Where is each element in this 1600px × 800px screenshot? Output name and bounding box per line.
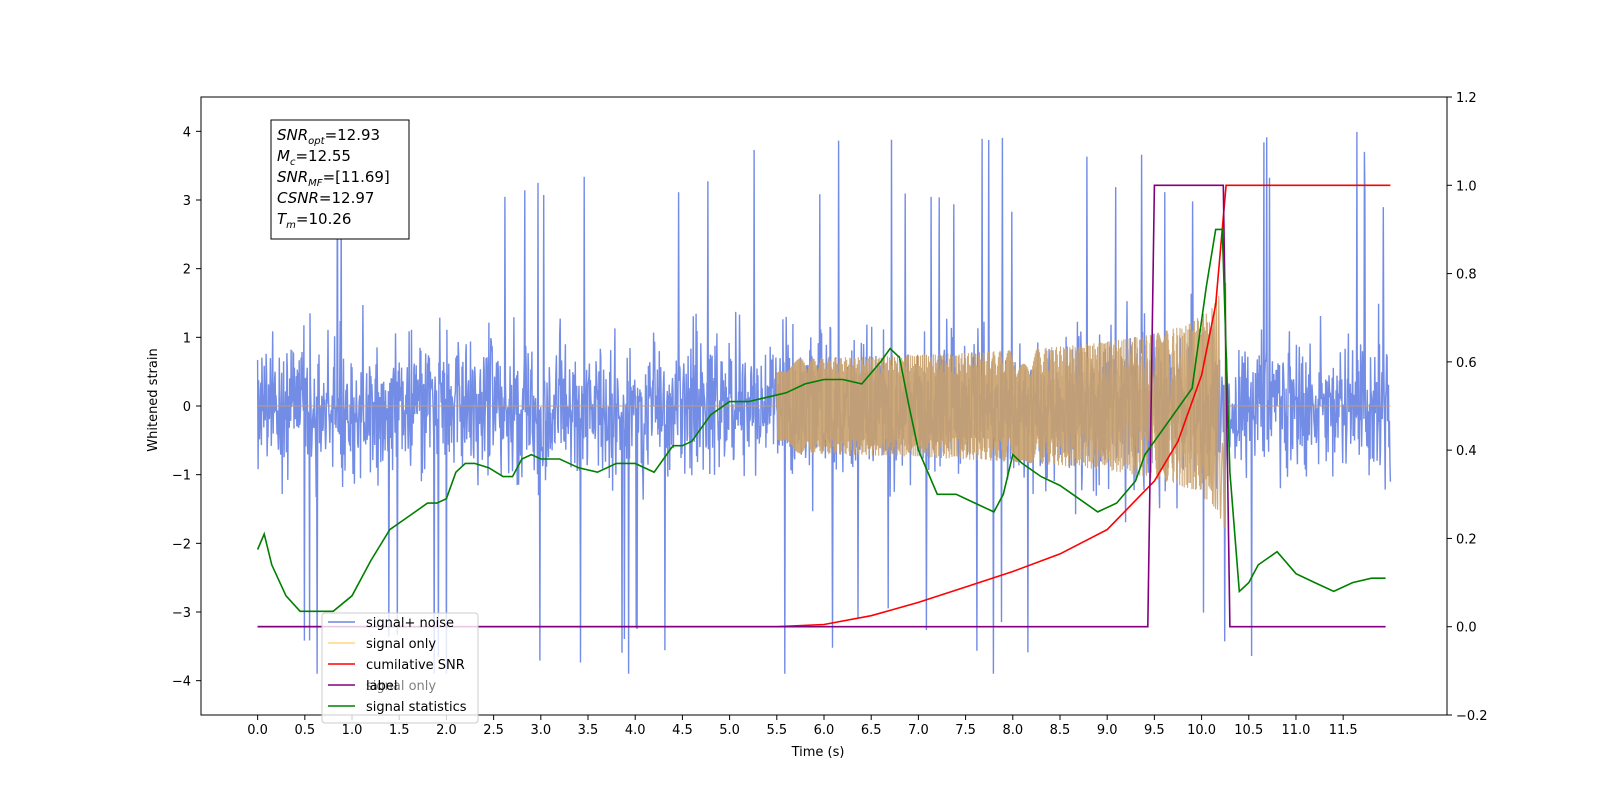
x-tick-label: 4.5 xyxy=(672,723,693,738)
x-tick-label: 11.5 xyxy=(1329,723,1358,738)
y-left-tick-label: −1 xyxy=(172,469,191,484)
y-left-tick-label: 0 xyxy=(183,400,191,415)
x-tick-label: 2.0 xyxy=(436,723,457,738)
legend-frame xyxy=(321,612,479,724)
y-axis-title: Whitened strain xyxy=(146,348,161,451)
y-left-tick-label: −3 xyxy=(172,606,191,621)
x-tick-label: 10.0 xyxy=(1187,723,1216,738)
x-tick-label: 7.0 xyxy=(908,723,929,738)
series-signal-statistics-line xyxy=(256,228,1386,613)
x-tick-label: 6.0 xyxy=(814,723,835,738)
info-box-line: Mc=12.55 xyxy=(277,147,351,168)
legend-label: label xyxy=(366,679,397,694)
y-left-tick-label: 2 xyxy=(183,263,191,278)
legend-label: signal+ noise xyxy=(366,616,454,631)
x-tick-label: 4.0 xyxy=(625,723,646,738)
info-box-line: CSNR=12.97 xyxy=(277,189,374,207)
x-tick-label: 6.5 xyxy=(861,723,882,738)
legend-label: signal statistics xyxy=(366,700,467,715)
x-tick-label: 0.0 xyxy=(247,723,268,738)
y-right-tick-label: 0.0 xyxy=(1456,621,1477,636)
y-right-tick-label: 0.8 xyxy=(1456,268,1477,283)
x-tick-label: 5.0 xyxy=(719,723,740,738)
y-left-tick-label: 1 xyxy=(183,331,191,346)
series-label-line xyxy=(257,184,1386,628)
axes: 0.0 0.5 1.0 1.5 2.0 2.5 3.0 3.5 4.0 4.5 5.0 5.5 6.0 6… xyxy=(172,91,1488,738)
x-axis-title: Time (s) xyxy=(791,745,845,760)
x-tick-label: 9.5 xyxy=(1144,723,1165,738)
legend-label: cumilative SNR xyxy=(366,658,465,673)
x-tick-label: 1.5 xyxy=(389,723,410,738)
y-left-tick-label: −2 xyxy=(172,537,191,552)
y-right-tick-label: −0.2 xyxy=(1456,709,1488,724)
info-box-line: SNRopt=12.93 xyxy=(277,126,380,147)
legend: signal+ noise signal only cumilative SNR la… xyxy=(321,612,479,724)
y-right-tick-label: 0.2 xyxy=(1456,532,1477,547)
x-tick-label: 10.5 xyxy=(1234,723,1263,738)
legend-label-faint: signal only xyxy=(366,679,436,694)
x-tick-label: 3.5 xyxy=(578,723,599,738)
x-tick-label: 3.0 xyxy=(530,723,551,738)
x-tick-label: 2.5 xyxy=(483,723,504,738)
x-tick-label: 0.5 xyxy=(294,723,315,738)
y-right-tick-label: 1.2 xyxy=(1456,91,1477,106)
x-tick-label: 8.0 xyxy=(1002,723,1023,738)
x-tick-label: 8.5 xyxy=(1050,723,1071,738)
y-right-tick-label: 1.0 xyxy=(1456,179,1477,194)
x-tick-label: 1.0 xyxy=(342,723,363,738)
info-box: SNRopt=12.93Mc=12.55SNRMF=[11.69]CSNR=12… xyxy=(270,119,410,240)
y-right-tick-label: 0.6 xyxy=(1456,356,1477,371)
x-tick-label: 9.0 xyxy=(1097,723,1118,738)
y-left-tick-label: 4 xyxy=(183,125,191,140)
series-cumulative-snr-line xyxy=(257,184,1391,628)
info-box-frame xyxy=(270,119,410,240)
y-right-tick-label: 0.4 xyxy=(1456,444,1477,459)
x-tick-label: 5.5 xyxy=(766,723,787,738)
legend-label: signal only xyxy=(366,637,436,652)
x-tick-label: 11.0 xyxy=(1281,723,1310,738)
x-tick-label: 7.5 xyxy=(955,723,976,738)
info-box-line: SNRMF=[11.69] xyxy=(277,168,390,189)
y-left-tick-label: −4 xyxy=(172,675,191,690)
info-box-line: Tm=10.26 xyxy=(277,210,351,231)
y-left-tick-label: 3 xyxy=(183,194,191,209)
